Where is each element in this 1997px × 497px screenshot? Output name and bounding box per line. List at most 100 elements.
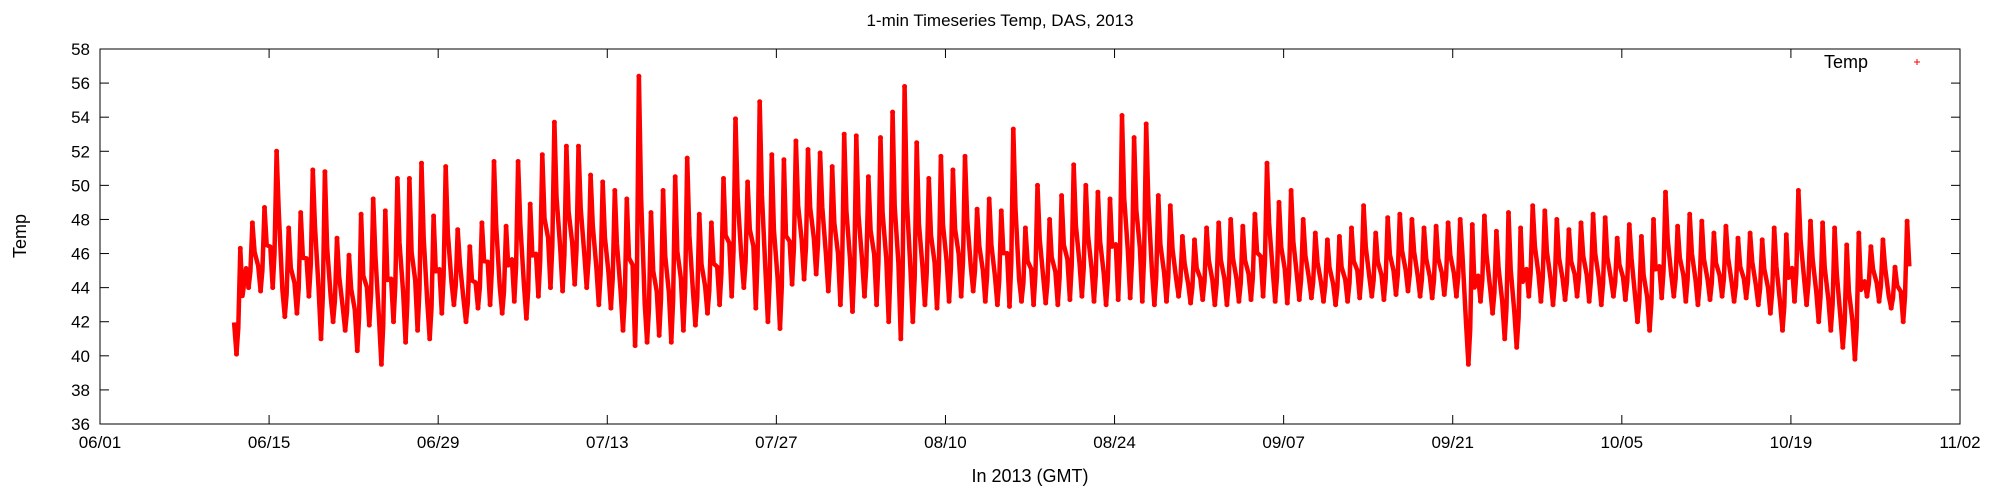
temp-min-point	[596, 302, 602, 308]
temp-max-point	[1143, 121, 1149, 127]
temp-max-point	[829, 164, 835, 170]
temp-max-point	[1252, 211, 1258, 217]
legend-label-temp: Temp	[1824, 52, 1868, 72]
y-tick-label: 38	[71, 381, 90, 400]
temp-min-point	[1502, 336, 1508, 342]
temp-max-point	[1892, 264, 1898, 270]
temp-min-point	[463, 319, 469, 325]
temp-min-point	[487, 302, 493, 308]
temp-min-point	[910, 319, 916, 325]
temp-max-point	[1409, 217, 1415, 222]
temp-min-point	[1864, 293, 1870, 299]
temp-max-point	[878, 135, 883, 141]
temp-min-point	[1405, 288, 1411, 294]
temp-min-point	[1115, 297, 1121, 303]
temp-max-point	[1723, 223, 1729, 229]
temp-min-point	[1055, 302, 1061, 308]
temp-min-point	[270, 285, 276, 291]
temp-max-point	[443, 164, 449, 170]
temp-min-point	[668, 339, 674, 345]
temp-max-point	[757, 99, 763, 105]
temp-min-point	[1900, 319, 1906, 325]
x-tick-label: 08/10	[924, 433, 967, 452]
temp-min-point	[560, 288, 566, 294]
temp-min-point	[934, 305, 940, 311]
temp-max-point	[1107, 196, 1113, 202]
temp-min-point	[1296, 297, 1302, 303]
temp-min-point	[1151, 302, 1157, 308]
temp-min-point	[1840, 344, 1846, 350]
temp-max-point	[1795, 188, 1801, 193]
temp-max-point	[1844, 242, 1850, 248]
temp-min-point	[1695, 302, 1701, 308]
temp-max-point	[419, 160, 424, 166]
temp-min-point	[1103, 302, 1109, 308]
temp-min-point	[282, 314, 288, 320]
temp-max-point	[491, 159, 497, 164]
temp-max-point	[1614, 235, 1620, 241]
temp-min-point	[1043, 300, 1049, 306]
temp-min-point	[1236, 298, 1242, 304]
temp-max-point	[890, 109, 896, 115]
temp-min-point	[1357, 295, 1363, 301]
temp-max-point	[950, 167, 956, 173]
temp-min-point	[535, 293, 541, 299]
temp-min-point	[789, 281, 795, 287]
temp-max-point	[551, 119, 557, 125]
temp-max-point	[1554, 217, 1560, 222]
temp-max-point	[1022, 225, 1028, 231]
temp-min-point	[608, 305, 614, 311]
temp-max-point	[1300, 217, 1306, 222]
x-tick-label: 10/19	[1770, 433, 1813, 452]
temp-max-point	[1481, 213, 1487, 219]
temp-min-point	[837, 302, 843, 308]
temp-max-point	[286, 225, 292, 231]
x-tick-label: 07/13	[586, 433, 629, 452]
temp-max-point	[1457, 217, 1463, 222]
temp-max-point	[310, 167, 316, 173]
temp-max-point	[1373, 230, 1379, 236]
temp-min-point	[765, 319, 771, 325]
temp-min-point	[1622, 297, 1628, 303]
temp-min-point	[1683, 298, 1689, 304]
temp-min-point	[1526, 293, 1532, 299]
temp-max-point	[274, 148, 280, 154]
x-tick-label: 06/15	[248, 433, 291, 452]
temp-max-point	[1759, 237, 1765, 243]
temp-min-point	[1224, 302, 1230, 308]
temp-max-point	[1699, 218, 1705, 224]
temp-max-point	[1566, 227, 1572, 233]
temp-min-point	[1127, 295, 1133, 301]
temp-min-point	[1731, 298, 1737, 304]
temp-min-point	[717, 302, 723, 308]
temp-min-point	[294, 310, 300, 316]
temp-max-point	[793, 138, 799, 144]
temp-min-point	[1007, 303, 1012, 309]
temp-max-point	[249, 220, 255, 226]
temp-min-point	[1816, 319, 1822, 325]
temp-max-point	[1578, 220, 1584, 226]
temp-min-point	[439, 310, 445, 316]
temp-max-point	[636, 73, 642, 79]
temp-min-point	[1465, 361, 1471, 367]
temp-max-point	[1131, 135, 1137, 141]
temp-max-point	[648, 210, 654, 216]
temp-min-point	[982, 298, 988, 304]
temp-max-point	[853, 133, 859, 139]
temp-max-point	[1192, 237, 1197, 243]
temp-min-point	[1538, 298, 1544, 304]
temp-max-point	[1904, 218, 1910, 224]
temp-min-point	[318, 336, 324, 342]
temp-min-point	[427, 336, 433, 342]
chart-title: 1-min Timeseries Temp, DAS, 2013	[866, 11, 1133, 30]
temp-min-point	[644, 339, 650, 345]
temp-max-point	[1880, 237, 1886, 243]
temp-min-point	[258, 288, 264, 294]
temp-min-point	[1188, 300, 1194, 306]
y-tick-label: 54	[71, 108, 90, 127]
temp-max-point	[382, 208, 388, 214]
temp-min-point	[1876, 298, 1882, 304]
temp-min-point	[234, 351, 239, 357]
temp-max-point	[1663, 189, 1668, 195]
